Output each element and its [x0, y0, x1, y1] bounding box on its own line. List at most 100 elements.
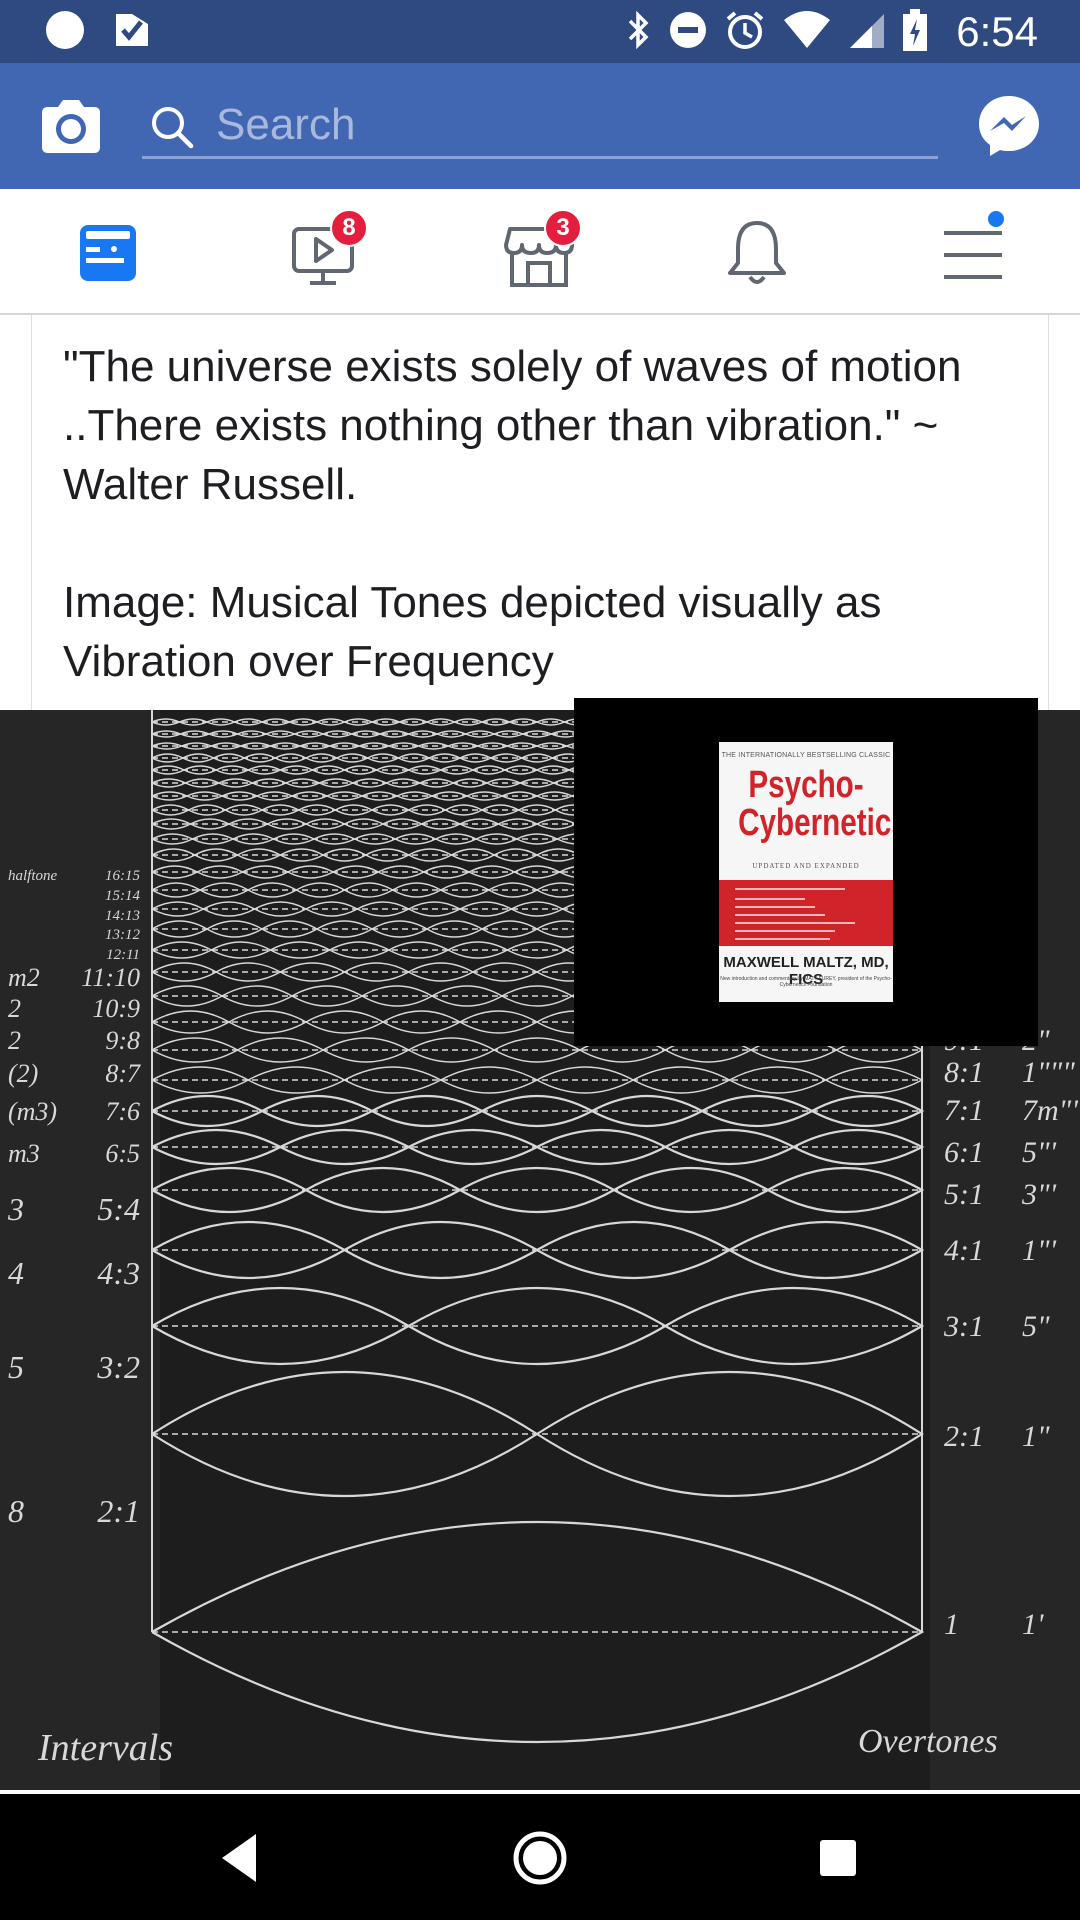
book-ad-overlay[interactable]: THE INTERNATIONALLY BESTSELLING CLASSIC … [574, 698, 1038, 1046]
wave-loop [252, 778, 288, 788]
wave-loop [196, 865, 245, 879]
notification-dot-icon [44, 9, 86, 56]
wave-loop [237, 1037, 325, 1063]
check-notification-icon [112, 10, 152, 55]
wave-loop [536, 765, 571, 775]
wave-loop [359, 742, 391, 750]
wave-loop [408, 730, 439, 738]
status-bar: 6:54 [0, 0, 1080, 63]
wave-loop [664, 1287, 925, 1365]
wave-loop [459, 901, 513, 917]
book-title: Psycho- Cybernetics [738, 764, 893, 844]
overtone-ratio: 6:1 [944, 1136, 984, 1169]
book-text-line [735, 922, 855, 924]
wave-loop [536, 1371, 925, 1497]
wave-loop [298, 804, 337, 816]
overtone-note: 1" [1022, 1420, 1050, 1453]
overtone-ratio: 5:1 [944, 1178, 984, 1211]
status-right-icons: 6:54 [626, 4, 1038, 60]
wave-loop [151, 1520, 925, 1744]
search-bar[interactable] [142, 93, 938, 159]
watch-badge: 8 [330, 209, 368, 247]
tab-notifications[interactable] [714, 215, 800, 291]
app-header [0, 63, 1080, 189]
wave-loop [451, 848, 496, 862]
wave-loop [811, 1095, 925, 1127]
interval-name: 3 [7, 1191, 24, 1227]
interval-ratio: 2:1 [97, 1493, 140, 1529]
interval-name: halftone [8, 868, 58, 884]
overtone-ratio: 4:1 [944, 1234, 984, 1267]
home-button[interactable] [508, 1826, 572, 1890]
wave-loop [465, 730, 497, 738]
wave-loop [188, 804, 227, 816]
wave-loop [215, 962, 282, 982]
recents-button[interactable] [806, 1826, 870, 1890]
wave-loop [329, 941, 391, 959]
interval-name: (m3) [8, 1097, 57, 1126]
hamburger-menu-icon [944, 231, 1002, 279]
watch-icon [292, 227, 354, 285]
marketplace-badge: 3 [544, 209, 582, 247]
bell-icon [728, 221, 786, 284]
wifi-icon [782, 10, 832, 55]
messenger-icon [979, 96, 1039, 156]
interval-ratio: 16:15 [105, 868, 140, 884]
wave-loop [825, 1066, 924, 1094]
interval-ratio: 10:9 [92, 994, 140, 1023]
interval-ratio: 8:7 [105, 1059, 141, 1088]
interval-ratio: 5:4 [97, 1191, 140, 1227]
overtone-note: 1' [1022, 1608, 1044, 1641]
wave-loop [151, 865, 199, 879]
book-title-line2: Cybernetics [738, 802, 893, 844]
book-subtitle: UPDATED AND EXPANDED [752, 862, 860, 870]
wave-loop [351, 730, 382, 738]
wave-loop [507, 941, 569, 959]
tab-watch[interactable]: 8 [280, 209, 368, 291]
wave-loop [767, 1166, 925, 1214]
wave-loop [151, 742, 184, 750]
recents-icon [820, 1840, 856, 1876]
camera-button[interactable] [36, 93, 106, 159]
tab-news-feed[interactable] [64, 215, 150, 291]
post-image[interactable]: halftone 16:15 15:14 14:13 13:12 12:11 m2 11:10… [0, 710, 1080, 1790]
overtone-note: 3"' [1021, 1178, 1057, 1211]
book-author: MAXWELL MALTZ, MD, FICS [723, 954, 889, 988]
interval-name: m3 [8, 1139, 40, 1168]
tab-bar: 8 3 [0, 189, 1080, 315]
wave-loop [536, 742, 569, 750]
overtone-ratio: 7:1 [944, 1094, 984, 1127]
book-title-line1: Psycho- [748, 764, 864, 806]
wave-loop [151, 901, 205, 917]
book-cover[interactable]: THE INTERNATIONALLY BESTSELLING CLASSIC … [719, 742, 893, 1002]
back-button[interactable] [208, 1826, 272, 1890]
wave-loop [305, 901, 359, 917]
overtone-note: 5"' [1022, 1136, 1057, 1169]
book-text-line [735, 914, 825, 916]
interval-name: (2) [8, 1059, 38, 1088]
book-text-line [735, 888, 845, 890]
interval-ratio: 4:3 [97, 1255, 140, 1291]
wave-loop [285, 778, 322, 788]
interval-ratio: 15:14 [105, 888, 140, 904]
overtones-caption: Overtones [858, 1723, 998, 1760]
messenger-button[interactable] [976, 93, 1042, 159]
wave-loop [270, 941, 332, 959]
interval-name: 2 [8, 994, 21, 1023]
status-time: 6:54 [956, 8, 1038, 55]
wave-loop [151, 833, 195, 845]
interval-ratio: 11:10 [81, 963, 140, 992]
intervals-caption: Intervals [37, 1727, 173, 1769]
tab-menu[interactable] [930, 209, 1016, 291]
wave-loop [151, 778, 188, 788]
tab-marketplace[interactable]: 3 [496, 209, 582, 291]
search-input[interactable] [216, 97, 916, 153]
wave-loop [237, 730, 268, 738]
wave-loop [237, 848, 282, 862]
wave-loop [151, 765, 186, 775]
interval-ratio: 13:12 [105, 927, 140, 943]
interval-ratio: 6:5 [105, 1139, 140, 1168]
wave-loop [388, 742, 421, 750]
camera-icon [42, 100, 100, 153]
